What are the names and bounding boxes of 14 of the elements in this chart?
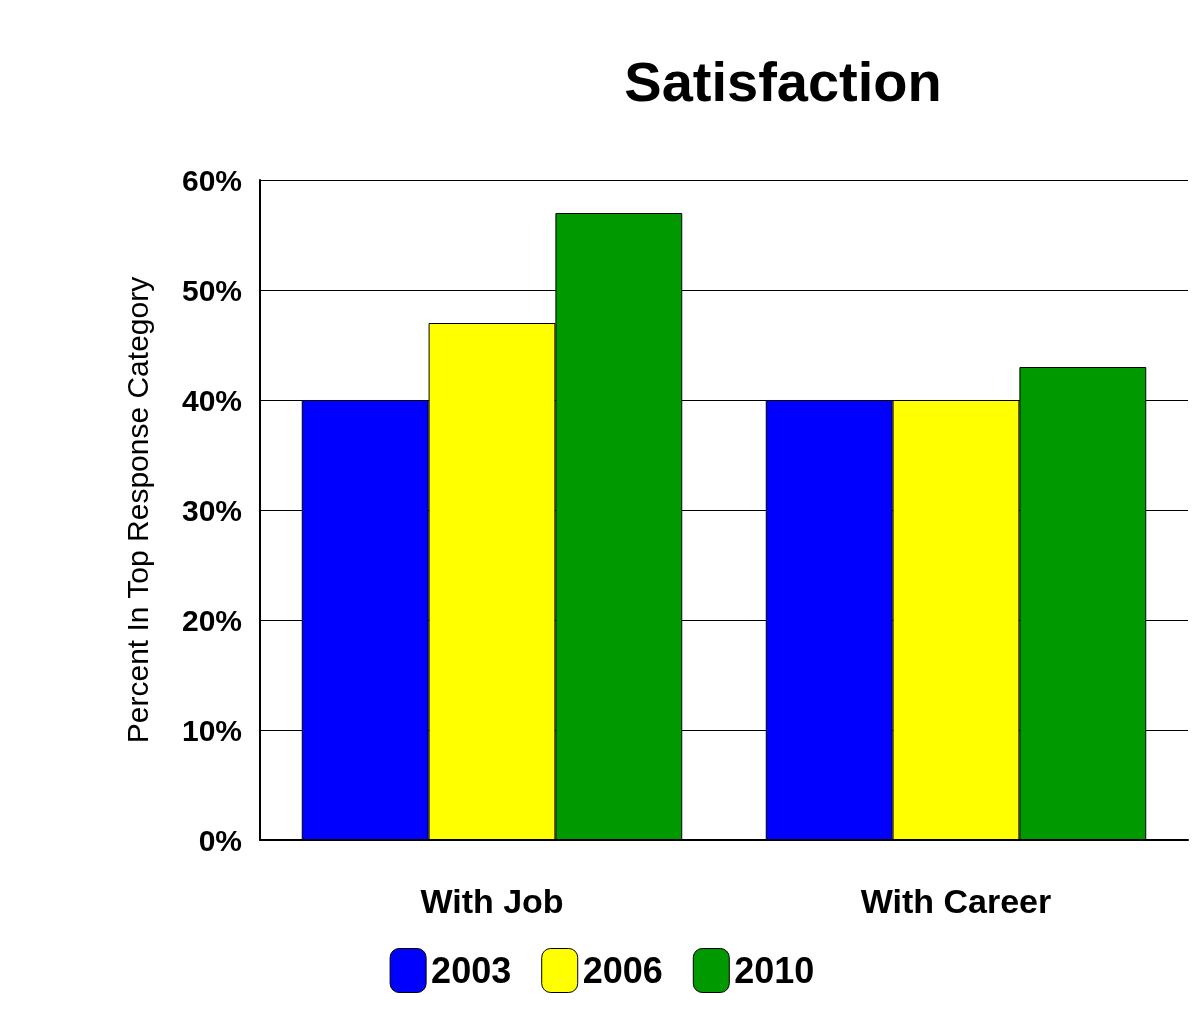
chart-title: Satisfaction: [624, 49, 942, 113]
y-axis-title: Percent In Top Response Category: [120, 276, 154, 744]
x-tick-label: With Job: [420, 882, 564, 920]
legend-label: 2003: [431, 950, 512, 991]
y-tick-label: 30%: [181, 493, 242, 527]
y-tick-label: 40%: [181, 383, 242, 417]
x-tick-label: With Career: [860, 882, 1052, 920]
y-tick-label: 50%: [181, 273, 242, 307]
legend-label: 2006: [582, 950, 663, 991]
y-tick-label: 10%: [181, 713, 242, 747]
y-tick-label: 20%: [181, 603, 242, 637]
y-tick-label: 0%: [198, 823, 242, 857]
y-tick-label: 60%: [181, 163, 242, 197]
legend-label: 2010: [734, 950, 815, 991]
